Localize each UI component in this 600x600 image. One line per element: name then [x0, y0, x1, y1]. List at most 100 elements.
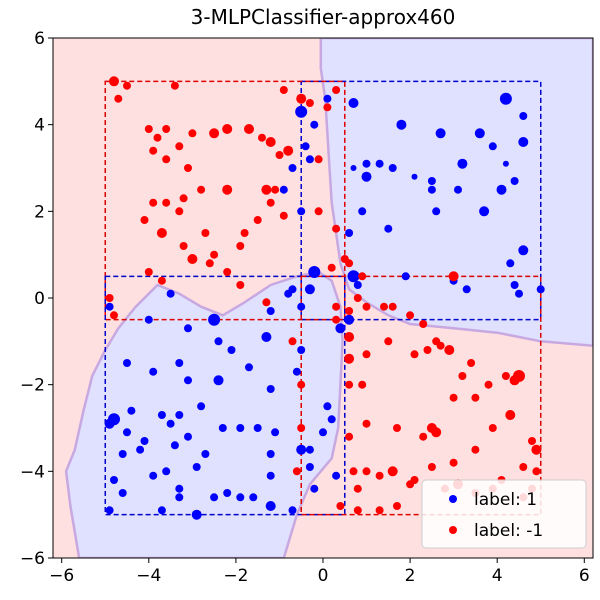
data-point-label-neg1 — [109, 76, 119, 87]
data-point-label-neg1 — [436, 341, 445, 350]
data-point-label-1 — [295, 105, 308, 118]
data-point-label-1 — [162, 467, 171, 476]
y-tick-label: 6 — [34, 29, 45, 49]
data-point-label-neg1 — [393, 502, 401, 510]
data-point-label-1 — [518, 245, 529, 256]
data-point-label-1 — [236, 493, 245, 502]
data-point-label-neg1 — [175, 142, 184, 151]
data-point-label-neg1 — [149, 198, 158, 207]
data-point-label-1 — [149, 471, 158, 480]
data-point-label-1 — [388, 164, 397, 172]
data-point-label-1 — [236, 424, 245, 432]
data-point-label-1 — [192, 463, 201, 471]
data-point-label-neg1 — [387, 466, 398, 477]
data-point-label-1 — [201, 450, 210, 458]
data-point-label-neg1 — [275, 151, 284, 159]
data-point-label-1 — [261, 332, 272, 342]
data-point-label-1 — [245, 363, 253, 372]
data-point-label-1 — [310, 484, 319, 493]
data-point-label-neg1 — [156, 228, 167, 238]
data-point-label-neg1 — [362, 467, 371, 476]
data-point-label-1 — [271, 428, 280, 437]
data-point-label-1 — [335, 323, 346, 334]
data-point-label-1 — [140, 437, 149, 445]
data-point-label-neg1 — [240, 229, 249, 237]
data-point-label-neg1 — [123, 81, 131, 90]
x-tick-label: 0 — [318, 566, 329, 586]
region-box-label-neg1 — [300, 275, 542, 516]
data-point-label-1 — [175, 484, 184, 493]
data-point-label-1 — [510, 177, 519, 185]
data-point-label-1 — [105, 506, 114, 515]
x-tick-label: −2 — [223, 566, 248, 586]
data-point-label-1 — [327, 415, 336, 424]
data-point-label-neg1 — [187, 254, 198, 264]
data-point-label-neg1 — [449, 458, 458, 467]
data-point-label-neg1 — [144, 125, 153, 133]
blue-decision-region — [64, 270, 344, 558]
data-point-label-1 — [297, 302, 306, 311]
data-point-label-neg1 — [375, 471, 384, 480]
data-point-label-neg1 — [344, 353, 355, 364]
data-point-label-neg1 — [162, 155, 171, 164]
data-point-label-1 — [118, 489, 127, 497]
data-point-label-neg1 — [353, 484, 362, 493]
data-point-label-1 — [213, 375, 224, 386]
data-point-label-1 — [223, 489, 232, 497]
region-box-label-1 — [104, 275, 346, 516]
data-point-label-neg1 — [484, 380, 493, 389]
data-point-label-neg1 — [279, 211, 288, 220]
data-point-label-1 — [149, 367, 158, 376]
data-point-label-neg1 — [488, 424, 497, 432]
data-point-label-1 — [305, 445, 314, 454]
data-point-label-1 — [479, 206, 490, 217]
legend-marker-label-neg1 — [449, 526, 457, 534]
data-point-label-neg1 — [205, 259, 214, 268]
data-point-label-1 — [284, 289, 293, 298]
data-point-label-neg1 — [332, 315, 341, 324]
y-axis: −6 −4 −2 0 2 4 6 — [20, 29, 53, 569]
x-tick-label: −6 — [49, 566, 74, 586]
data-point-label-neg1 — [458, 372, 467, 380]
x-tick-label: 4 — [492, 566, 503, 586]
data-point-label-neg1 — [253, 216, 262, 224]
plot-area — [52, 37, 594, 559]
data-point-label-neg1 — [170, 81, 179, 90]
data-point-label-neg1 — [110, 311, 118, 320]
data-point-label-neg1 — [448, 271, 459, 282]
data-point-label-1 — [462, 285, 471, 294]
data-point-label-1 — [345, 229, 354, 237]
data-point-label-1 — [411, 173, 418, 180]
data-point-label-neg1 — [266, 198, 275, 207]
region-box-label-neg1 — [104, 80, 346, 321]
data-point-label-1 — [175, 411, 184, 419]
data-point-label-1 — [488, 142, 497, 151]
data-point-label-neg1 — [162, 198, 171, 207]
data-point-label-1 — [214, 337, 223, 346]
data-point-label-neg1 — [380, 302, 388, 311]
data-point-label-1 — [454, 185, 462, 194]
data-point-label-1 — [332, 471, 341, 480]
data-point-label-neg1 — [501, 372, 510, 380]
data-point-label-neg1 — [184, 164, 192, 172]
data-point-label-1 — [474, 128, 485, 139]
data-point-label-1 — [118, 450, 127, 458]
data-point-label-1 — [127, 406, 136, 415]
data-point-label-neg1 — [292, 467, 301, 476]
data-point-label-1 — [427, 177, 436, 185]
data-point-label-neg1 — [175, 207, 184, 216]
data-point-label-1 — [266, 471, 275, 480]
data-point-label-1 — [265, 501, 276, 511]
data-point-label-1 — [305, 463, 314, 471]
data-point-label-1 — [288, 164, 297, 172]
data-point-label-1 — [297, 207, 306, 216]
y-tick-label: −4 — [20, 462, 45, 482]
data-point-label-neg1 — [297, 380, 306, 389]
data-point-label-neg1 — [419, 320, 428, 328]
x-tick-label: 6 — [579, 566, 590, 586]
data-point-label-1 — [197, 402, 206, 411]
data-point-label-neg1 — [157, 276, 166, 285]
data-point-label-neg1 — [353, 294, 362, 302]
data-point-label-1 — [266, 385, 275, 393]
